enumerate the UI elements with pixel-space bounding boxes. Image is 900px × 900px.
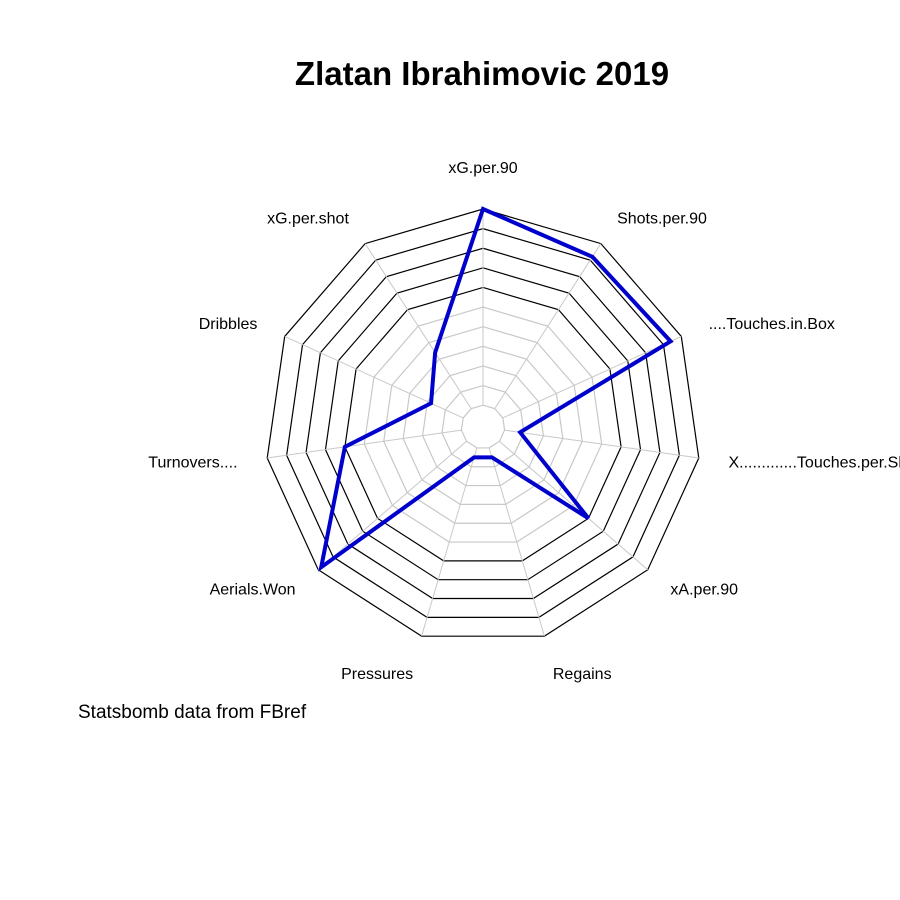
spoke-line [267, 429, 462, 459]
radar-grid [266, 208, 700, 637]
axis-label: Aerials.Won [210, 581, 296, 598]
source-caption: Statsbomb data from FBref [78, 702, 307, 723]
grid-ring [460, 404, 506, 449]
spoke-line [494, 243, 602, 409]
axis-label: xG.per.shot [267, 210, 349, 227]
axis-label: Shots.per.90 [617, 210, 707, 227]
series-polygon [318, 206, 674, 572]
spoke-line [488, 447, 545, 637]
axis-label: Pressures [341, 666, 413, 683]
spoke-line [421, 447, 478, 637]
grid-ring [324, 267, 642, 581]
grid-ring [363, 306, 603, 543]
grid-ring [305, 247, 661, 600]
spoke-line [364, 243, 472, 409]
axis-label: Dribbles [199, 316, 258, 333]
spoke-line [499, 440, 649, 571]
grid-ring [402, 345, 564, 505]
chart-title: Zlatan Ibrahimovic 2019 [295, 55, 669, 92]
axis-label: xG.per.90 [448, 160, 517, 177]
grid-ring [286, 227, 680, 618]
grid-ring [344, 286, 622, 562]
radar-series [318, 206, 674, 572]
axis-label: Regains [553, 666, 612, 683]
axis-label: X.............Touches.per.Shot [728, 454, 900, 471]
grid-ring [441, 384, 525, 468]
spoke-line [504, 429, 699, 459]
axis-labels: xG.per.90 Shots.per.90 ....Touches.in.Box X… [148, 160, 900, 683]
axis-label: ....Touches.in.Box [709, 316, 835, 333]
axis-label: xA.per.90 [670, 581, 738, 598]
spoke-line [317, 440, 467, 571]
spoke-line [284, 335, 464, 419]
grid-ring [383, 326, 583, 524]
spoke-line [502, 335, 682, 419]
grid-ring [266, 208, 700, 637]
axis-label: Turnovers.... [148, 454, 237, 471]
radar-spokes [267, 209, 699, 637]
